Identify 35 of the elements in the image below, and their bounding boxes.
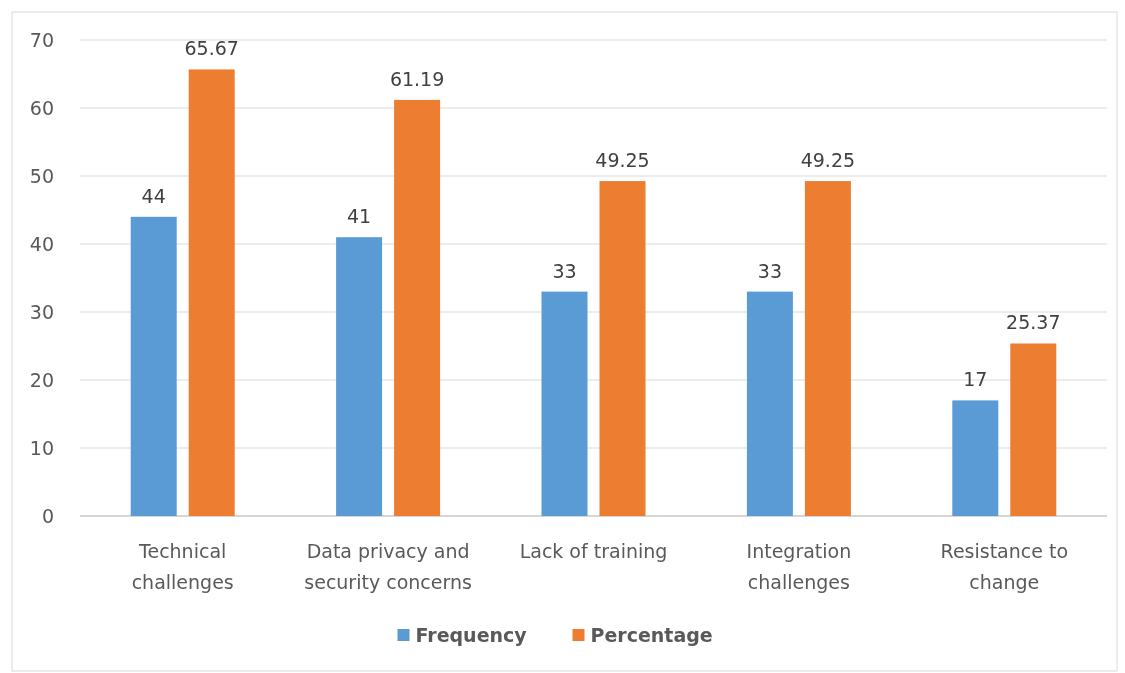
- x-tick-label: Integration challenges: [746, 540, 852, 593]
- bar: [599, 181, 646, 516]
- data-label: 17: [963, 368, 988, 391]
- bar: [130, 216, 177, 516]
- bar: [952, 400, 999, 516]
- y-tick-label: 20: [29, 368, 54, 391]
- x-tick-label: Resistance to change: [940, 540, 1069, 593]
- bar: [188, 69, 235, 516]
- x-tick-label: Lack of training: [519, 540, 668, 562]
- y-tick-label: 70: [29, 28, 54, 51]
- x-tick-label: Data privacy and security concerns: [304, 540, 472, 593]
- legend-label: Percentage: [590, 623, 713, 646]
- data-label: 33: [757, 259, 782, 282]
- data-label: 49.25: [595, 149, 650, 172]
- y-tick-label: 50: [29, 164, 54, 187]
- data-label: 49.25: [800, 149, 856, 172]
- data-label: 44: [141, 184, 166, 207]
- bar: [746, 291, 793, 516]
- bar: [804, 181, 851, 516]
- data-label: 25.37: [1006, 311, 1061, 334]
- data-label: 41: [347, 205, 372, 228]
- x-tick-label: Technical challenges: [131, 540, 234, 593]
- bar: [541, 291, 588, 516]
- data-label: 65.67: [184, 37, 239, 60]
- y-tick-label: 0: [41, 504, 54, 527]
- y-tick-label: 10: [29, 436, 54, 459]
- y-tick-label: 30: [29, 300, 54, 323]
- y-tick-label: 60: [29, 96, 54, 119]
- data-label: 33: [552, 259, 577, 282]
- legend-label: Frequency: [415, 623, 528, 646]
- data-label: 61.19: [389, 67, 445, 90]
- bar: [394, 99, 441, 516]
- bar: [336, 237, 383, 516]
- y-tick-label: 40: [29, 232, 54, 255]
- bar: [1010, 343, 1057, 516]
